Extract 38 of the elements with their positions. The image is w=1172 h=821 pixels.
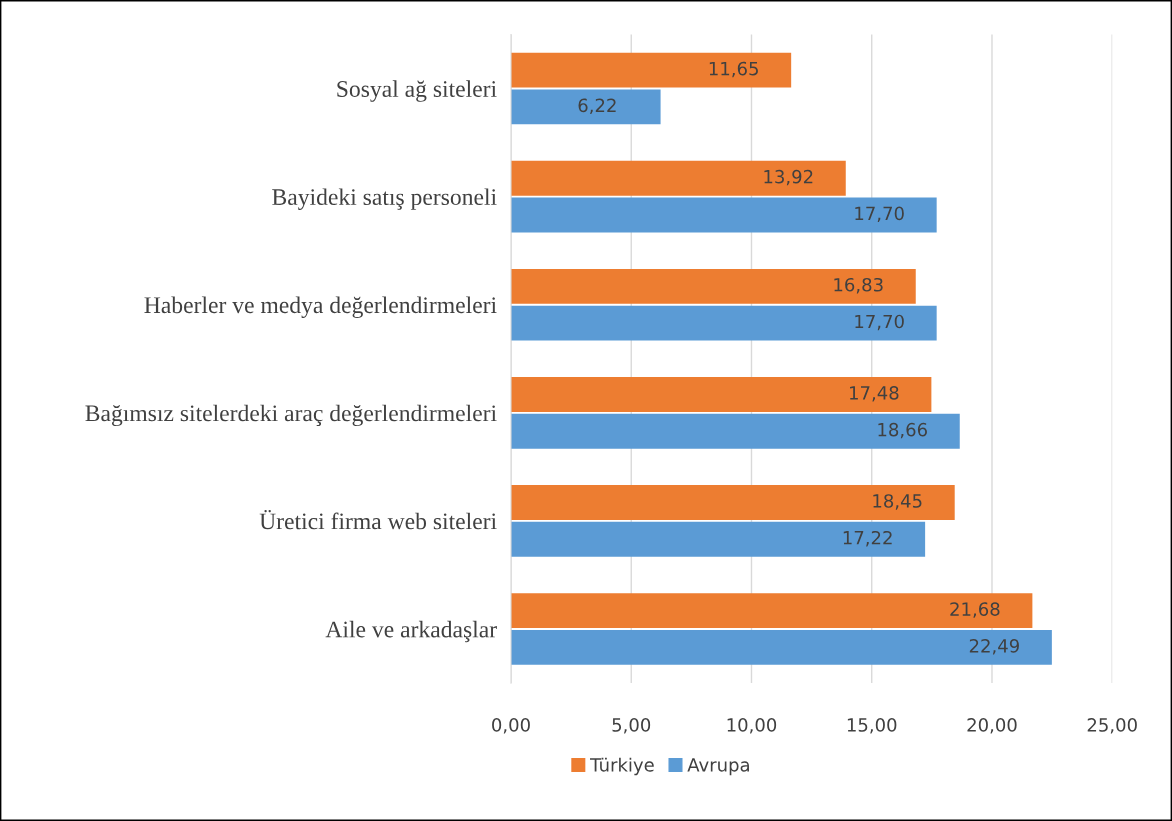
bar xyxy=(510,376,932,412)
bar xyxy=(510,629,1052,665)
data-label: 16,83 xyxy=(834,277,883,294)
data-label: 11,65 xyxy=(709,61,758,78)
data-label: 18,45 xyxy=(873,494,922,510)
data-label: 22,49 xyxy=(969,638,1019,655)
data-label: 17,48 xyxy=(850,386,899,402)
x-tick-label: 0,00 xyxy=(492,718,530,734)
y-tick-label: Bayideki satış personeli xyxy=(272,188,497,210)
x-tick-label: 10,00 xyxy=(727,718,777,734)
y-tick-label: Üretici firma web siteleri xyxy=(259,509,497,530)
bar xyxy=(510,521,926,557)
bar xyxy=(510,89,661,125)
x-tick-label: 20,00 xyxy=(967,718,1017,734)
bar xyxy=(510,268,916,304)
data-label: 6,22 xyxy=(578,98,616,114)
y-tick-label: Haberler ve medya değerlendirmeleri xyxy=(144,296,497,319)
bar xyxy=(510,197,937,233)
x-tick-label: 25,00 xyxy=(1087,718,1137,734)
bar xyxy=(510,413,960,449)
x-tick-label: 15,00 xyxy=(847,718,897,734)
x-tick-label: 5,00 xyxy=(612,718,651,734)
bar xyxy=(510,305,937,341)
y-tick-label: Sosyal ağ siteleri xyxy=(337,80,497,102)
legend-label: Türkiye xyxy=(590,757,654,776)
data-label: 17,22 xyxy=(843,530,892,547)
data-label: 17,70 xyxy=(855,314,904,331)
bar xyxy=(510,485,955,521)
data-label: 21,68 xyxy=(950,602,1000,618)
data-label: 13,92 xyxy=(764,169,813,186)
bar xyxy=(510,160,846,196)
data-label: 18,66 xyxy=(878,422,927,439)
data-label: 17,70 xyxy=(855,206,904,223)
y-tick-label: Aile ve arkadaşlar xyxy=(325,620,497,643)
legend-label: Avrupa xyxy=(687,758,749,776)
bar xyxy=(510,52,792,88)
bar xyxy=(510,593,1033,629)
y-tick-label: Bağımsız sitelerdeki araç değerlendirmeleri xyxy=(85,404,497,427)
